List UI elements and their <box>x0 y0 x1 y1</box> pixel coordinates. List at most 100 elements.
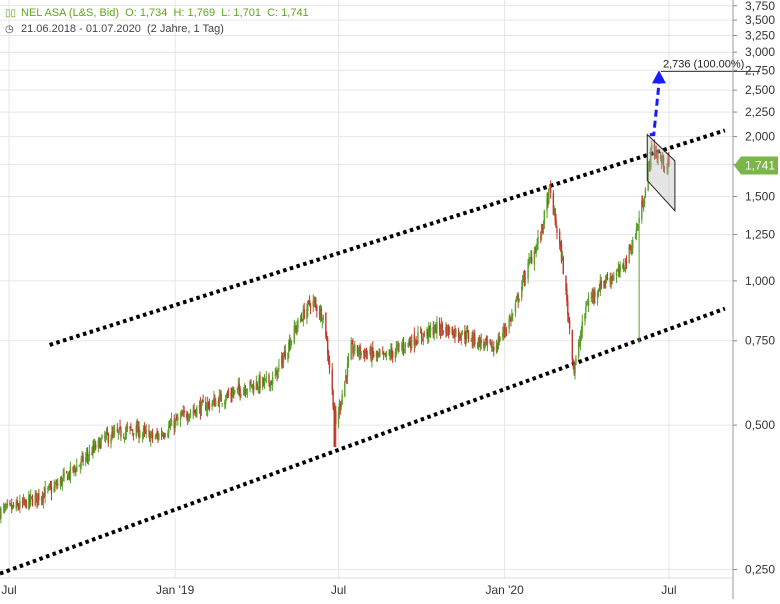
x-tick-label: Jan '19 <box>156 583 195 597</box>
candle-body <box>643 198 646 205</box>
candle-body <box>245 391 248 395</box>
candle-body <box>460 335 462 340</box>
candle-body <box>553 209 555 215</box>
candle-body <box>55 482 57 484</box>
candle-body <box>158 434 160 440</box>
candle-body <box>446 325 448 336</box>
candle-body <box>354 344 356 351</box>
candle-body <box>25 500 27 509</box>
candle-body <box>480 339 482 344</box>
candle-body <box>73 465 75 470</box>
candle-body <box>155 434 157 437</box>
candle-body <box>6 503 8 505</box>
candle-body <box>566 288 568 302</box>
candle-body <box>609 278 611 283</box>
candle-body <box>0 508 2 518</box>
candle-body <box>135 426 138 437</box>
candle-body <box>426 329 428 336</box>
candle-body <box>394 352 397 359</box>
x-tick-label: Jan '20 <box>485 583 524 597</box>
candle-body <box>555 219 557 228</box>
candle-body <box>37 494 39 501</box>
candle-body <box>558 231 561 244</box>
candle-body <box>573 362 575 374</box>
candle-body <box>164 434 166 436</box>
candle-body <box>263 378 266 383</box>
candle-body <box>568 320 571 329</box>
candle-body <box>604 280 606 283</box>
candle-body <box>150 435 152 441</box>
candle-body <box>518 298 520 302</box>
candle-body <box>504 329 507 332</box>
candle-body <box>340 402 342 407</box>
candle-body <box>661 156 664 163</box>
candle-body <box>80 458 82 464</box>
candle-body <box>338 404 341 413</box>
candle-body <box>619 265 621 273</box>
candle-body <box>230 392 232 396</box>
candle-body <box>461 330 463 335</box>
candle-body <box>138 426 140 438</box>
candle-body <box>554 208 556 220</box>
candle-body <box>23 499 26 503</box>
target-label: 2,736 (100.00%) <box>663 58 744 70</box>
candle-body <box>360 351 362 356</box>
candle-body <box>344 381 346 397</box>
candle-body <box>97 439 100 448</box>
candle-body <box>104 436 106 438</box>
candle-body <box>421 338 424 340</box>
candle-body <box>316 305 318 312</box>
candle-body <box>217 400 220 406</box>
candle-body <box>628 245 630 264</box>
candle-body <box>630 248 632 253</box>
candle-body <box>642 201 644 207</box>
candle-body <box>578 342 581 344</box>
candle-body <box>471 335 473 342</box>
candle-body <box>268 375 270 383</box>
candle-body <box>225 394 228 399</box>
candle-body <box>200 401 203 416</box>
candle-body <box>549 185 552 193</box>
candle-body <box>635 228 638 235</box>
candle-body <box>328 359 331 369</box>
candle-body <box>262 378 265 384</box>
candle-body <box>390 349 392 358</box>
lower-channel-trendline <box>0 306 726 576</box>
candle-body <box>188 414 191 419</box>
candle-body <box>656 156 658 158</box>
candle-body <box>281 356 284 365</box>
candle-body <box>478 337 481 348</box>
candle-body <box>110 439 112 444</box>
candle-body <box>653 143 656 156</box>
last-price-badge <box>734 156 778 175</box>
candle-body <box>533 250 536 265</box>
trendlines <box>0 128 726 576</box>
candle-body <box>351 343 353 345</box>
candle-body <box>593 290 595 300</box>
candle-body <box>395 347 397 354</box>
candle-body <box>515 298 518 302</box>
candle-body <box>131 429 133 431</box>
candle-body <box>318 311 321 315</box>
candle-body <box>198 404 201 409</box>
candle-body <box>233 392 235 394</box>
candle-body <box>509 318 511 321</box>
candle-body <box>214 398 216 407</box>
candle-body <box>293 326 295 343</box>
x-tick-label: Jul <box>1 583 16 597</box>
candle-body <box>276 370 278 378</box>
candle-body <box>236 387 239 390</box>
candle-body <box>215 401 217 406</box>
candle-body <box>243 388 246 391</box>
candle-body <box>419 331 422 334</box>
candle-body <box>637 224 639 227</box>
candle-body <box>505 330 508 331</box>
candle-body <box>195 409 197 416</box>
candle-body <box>615 272 618 276</box>
candle-body <box>584 313 586 322</box>
candle-body <box>42 493 45 502</box>
candle-body <box>18 507 20 509</box>
candle-body <box>173 420 175 429</box>
candle-body <box>636 224 639 231</box>
